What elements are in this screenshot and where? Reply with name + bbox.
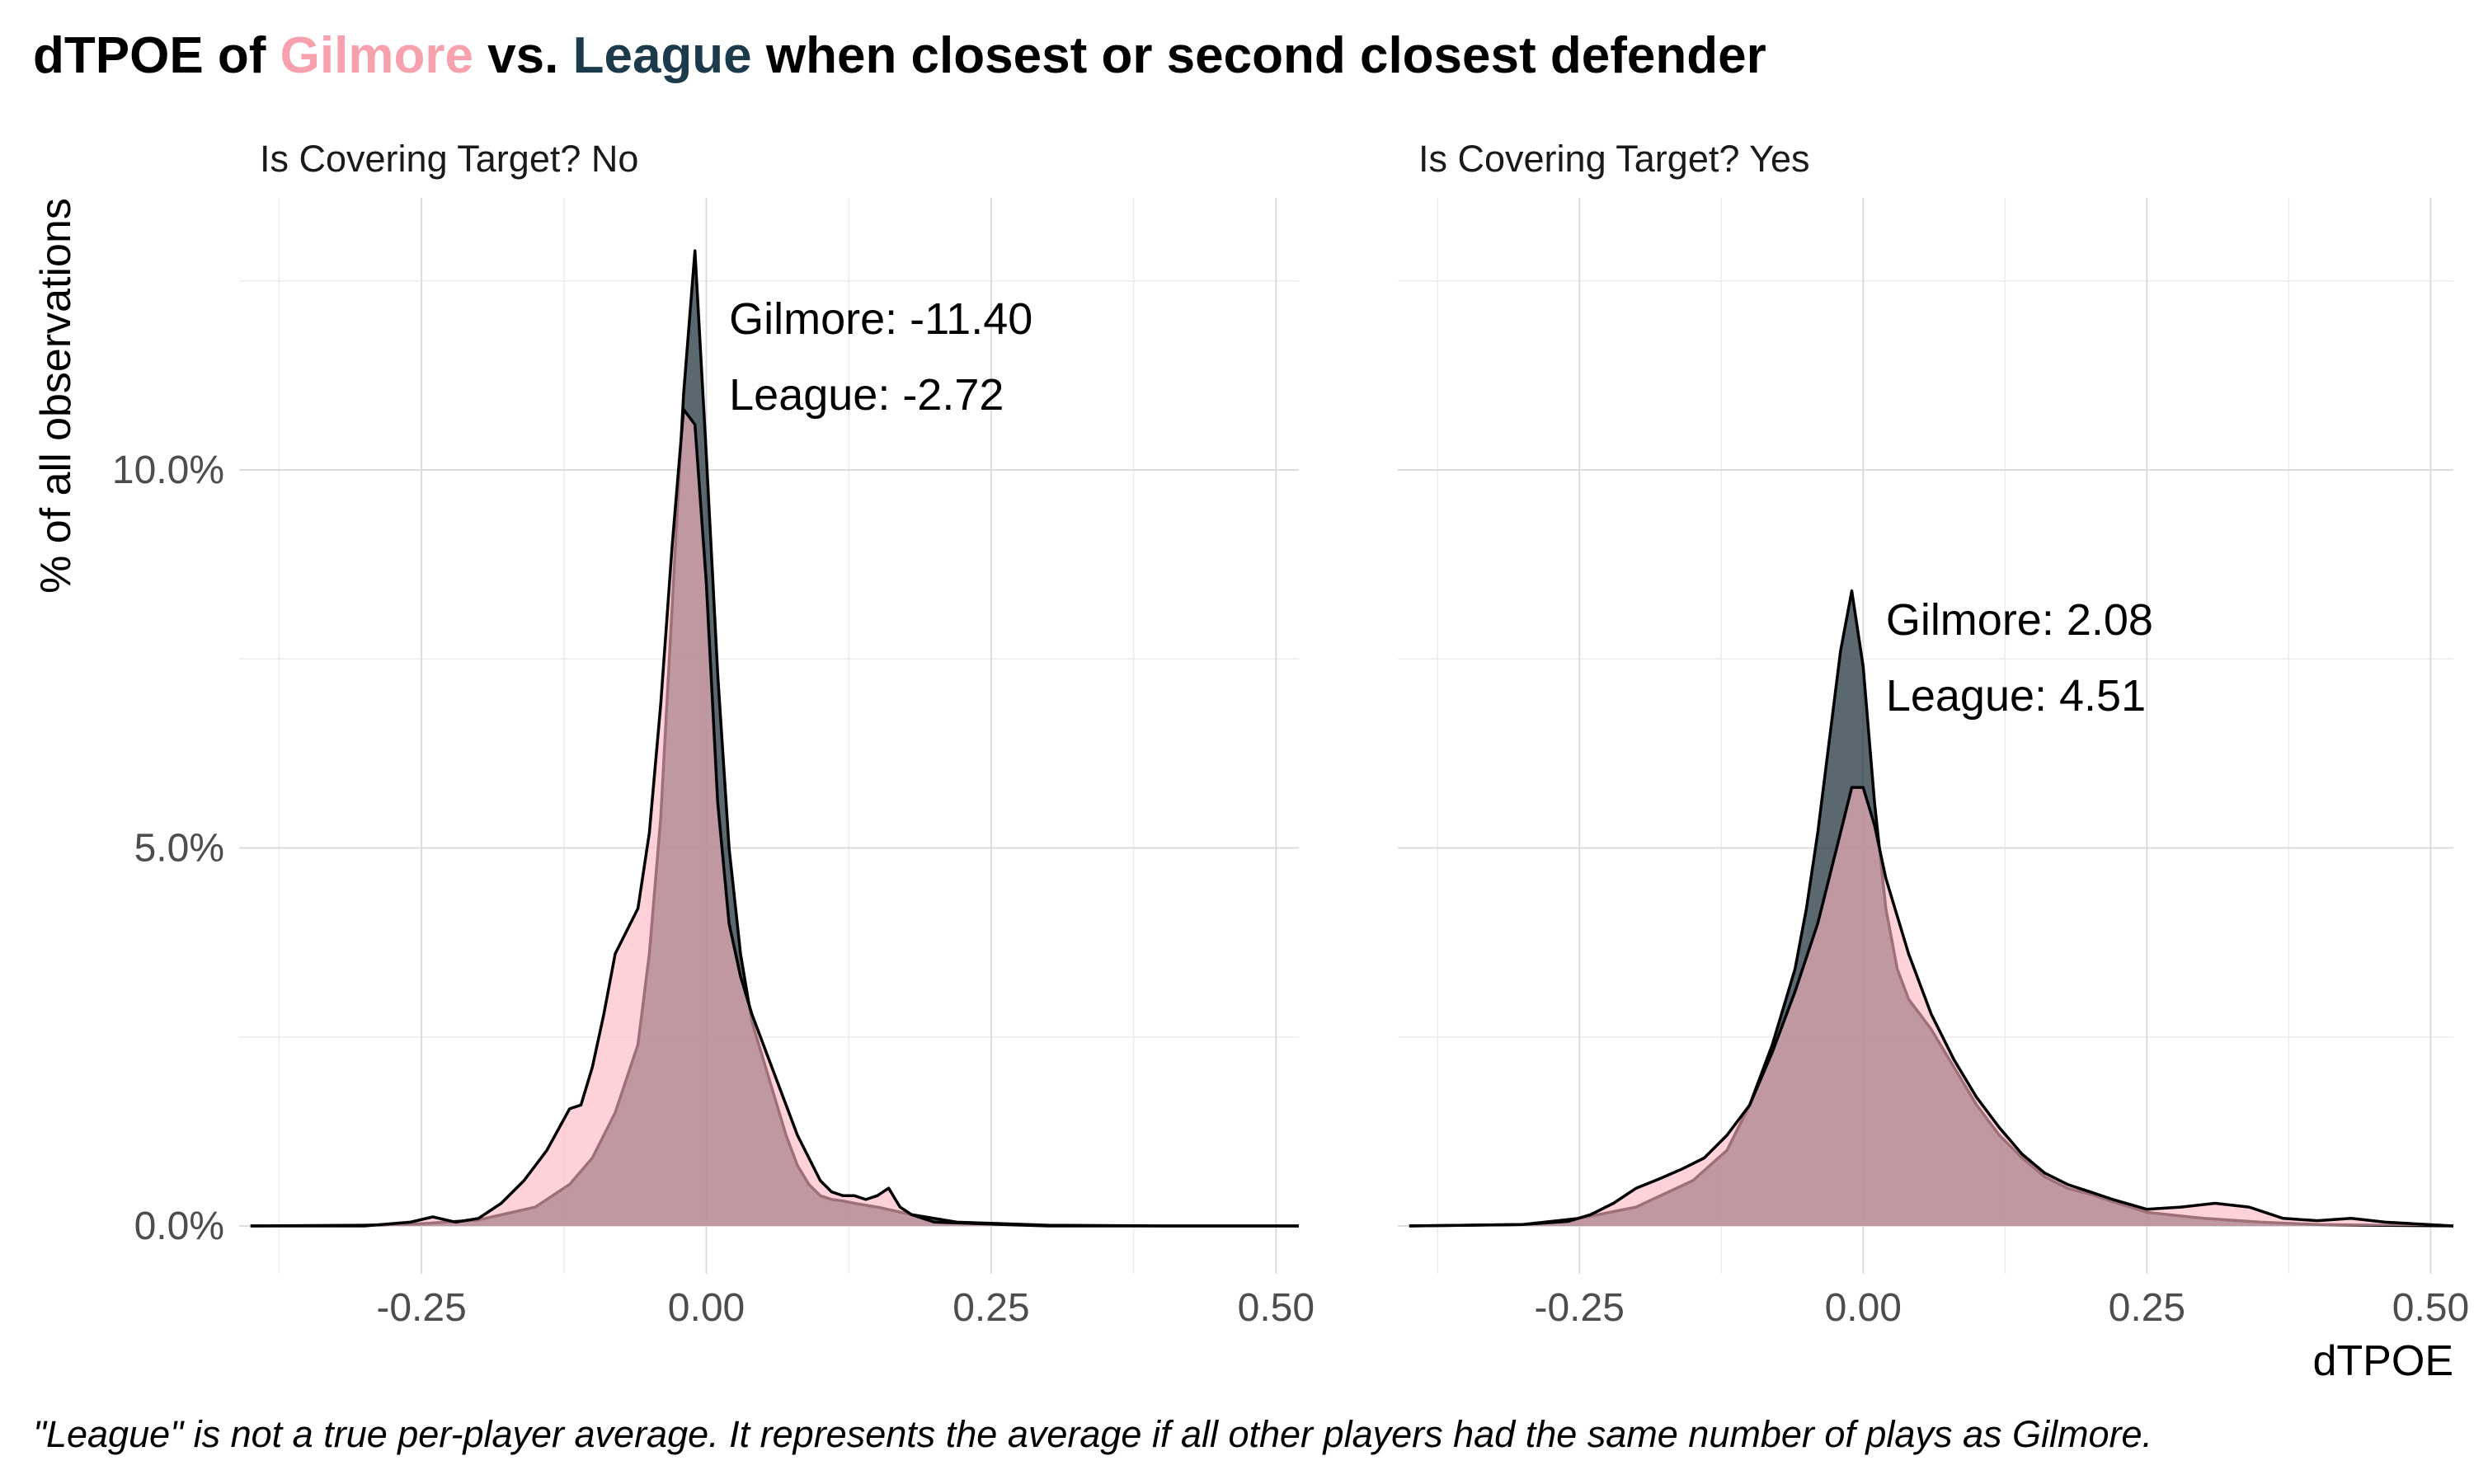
y-axis-title: % of all observations xyxy=(32,198,80,594)
title-middle: vs. xyxy=(473,27,573,84)
x-axis-title: dTPOE xyxy=(2313,1337,2454,1385)
x-tick-label: -0.25 xyxy=(376,1286,466,1330)
x-tick-label: 0.25 xyxy=(2109,1286,2185,1330)
density-line-gilmore xyxy=(250,407,1299,1228)
caption: "League" is not a true per-player averag… xyxy=(33,1413,2152,1455)
density-area-gilmore xyxy=(1409,787,2453,1226)
x-tick-label: 0.50 xyxy=(1238,1286,1315,1330)
panel-strip-label: Is Covering Target? Yes xyxy=(1418,138,1809,180)
title-league: League xyxy=(573,27,752,84)
density-line-gilmore xyxy=(1409,786,2454,1228)
x-tick-label: 0.25 xyxy=(952,1286,1029,1330)
panel-strip-label: Is Covering Target? No xyxy=(260,138,638,180)
y-tick-label: 10.0% xyxy=(112,448,224,492)
x-tick-label: -0.25 xyxy=(1535,1286,1625,1330)
x-tick-label: 0.00 xyxy=(1825,1286,1902,1330)
title-gilmore: Gilmore xyxy=(280,27,473,84)
y-tick-label: 0.0% xyxy=(134,1205,224,1248)
annotation-league: League: -2.72 xyxy=(729,370,1004,420)
panel-yes: Is Covering Target? Yes -0.25 0.00 0.25 0.50… xyxy=(1398,138,2469,1330)
title-prefix: dTPOE of xyxy=(33,27,280,84)
y-tick-label: 5.0% xyxy=(134,827,224,871)
density-area-gilmore xyxy=(250,409,1299,1227)
chart-title: dTPOE of Gilmore vs. League when closest… xyxy=(33,27,1766,84)
annotation-league: League: 4.51 xyxy=(1886,671,2146,721)
annotation-gilmore: Gilmore: -11.40 xyxy=(729,294,1032,344)
annotation-gilmore: Gilmore: 2.08 xyxy=(1886,595,2153,645)
panel-no: Is Covering Target? No -0.25 0.00 0.25 0.50 0… xyxy=(112,138,1315,1330)
x-tick-label: 0.00 xyxy=(668,1286,745,1330)
title-suffix: when closest or second closest defender xyxy=(752,27,1766,84)
x-tick-label: 0.50 xyxy=(2392,1286,2469,1330)
